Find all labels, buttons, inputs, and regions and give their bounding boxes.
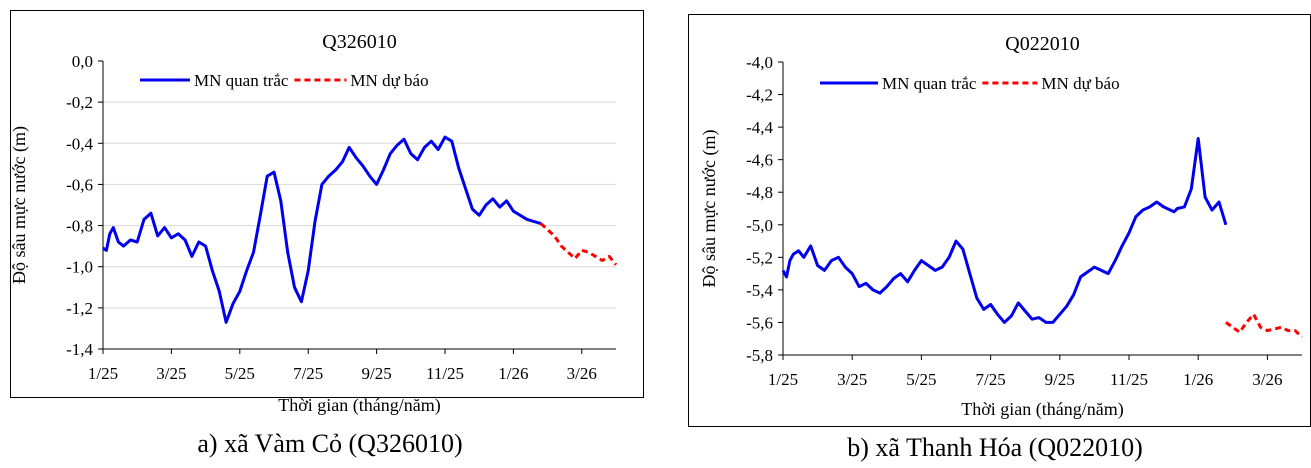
legend-label-observed: MN quan trắc <box>882 74 977 93</box>
y-axis-label: Độ sâu mực nước (m) <box>9 126 30 284</box>
series-line-forecast <box>539 222 618 266</box>
y-tick-label: -0,4 <box>66 134 93 153</box>
x-tick-label: 1/26 <box>498 364 528 383</box>
x-tick-label: 1/25 <box>88 364 118 383</box>
x-axis-label: Thời gian (tháng/năm) <box>278 395 440 416</box>
x-tick-label: 11/25 <box>1110 370 1148 389</box>
series-line-observed <box>781 137 1228 324</box>
x-axis-label: Thời gian (tháng/năm) <box>961 399 1123 420</box>
y-tick-label: -5,6 <box>746 313 773 332</box>
x-tick-label: 5/25 <box>225 364 255 383</box>
caption-chart-a: a) xã Vàm Cỏ (Q326010) <box>197 429 463 458</box>
y-tick-label: 0,0 <box>72 52 93 71</box>
legend-label-forecast: MN dự báo <box>1041 74 1119 93</box>
x-tick-label: 3/25 <box>837 370 867 389</box>
series-line-forecast <box>1225 312 1304 339</box>
legend: MN quan trắc MN dự báo <box>820 74 1120 93</box>
x-tick-label: 3/26 <box>567 364 597 383</box>
y-tick-label: -4,2 <box>746 86 773 105</box>
y-axis-label: Độ sâu mực nước (m) <box>699 130 720 288</box>
y-tick-label: -1,2 <box>66 299 93 318</box>
y-tick-label: -4,4 <box>746 118 773 137</box>
x-tick-label: 9/25 <box>1045 370 1075 389</box>
y-tick-label: -0,6 <box>66 175 93 194</box>
y-tick-label: -5,4 <box>746 281 773 300</box>
legend: MN quan trắc MN dự báo <box>140 71 429 90</box>
y-tick-label: -4,6 <box>746 151 773 170</box>
y-tick-label: -5,8 <box>746 346 773 365</box>
x-tick-label: 3/25 <box>156 364 186 383</box>
x-tick-label: 3/26 <box>1252 370 1282 389</box>
y-tick-label: -0,8 <box>66 217 93 236</box>
y-tick-label: -1,4 <box>66 340 93 359</box>
chart-title: Q022010 <box>1005 33 1079 55</box>
legend-label-forecast: MN dự báo <box>350 71 428 90</box>
x-tick-label: 7/25 <box>975 370 1005 389</box>
x-tick-label: 1/25 <box>768 370 798 389</box>
x-tick-label: 11/25 <box>426 364 464 383</box>
chart-title: Q326010 <box>322 31 396 53</box>
x-tick-label: 5/25 <box>906 370 936 389</box>
y-tick-label: -5,2 <box>746 248 773 267</box>
chart-b: -4,0 -4,2 -4,4 -4,6 -4,8 -5,0 -5,2 -5,4 -5,6 -5,8… <box>688 14 1311 427</box>
x-tick-label: 7/25 <box>293 364 323 383</box>
caption-chart-b: b) xã Thanh Hóa (Q022010) <box>847 433 1143 462</box>
series-line-observed <box>102 135 542 324</box>
y-tick-label: -0,2 <box>66 93 93 112</box>
chart-border <box>688 14 1311 427</box>
y-tick-label: -1,0 <box>66 258 93 277</box>
legend-label-observed: MN quan trắc <box>194 71 289 90</box>
y-tick-label: -5,0 <box>746 216 773 235</box>
x-tick-label: 9/25 <box>361 364 391 383</box>
y-tick-label: -4,8 <box>746 183 773 202</box>
x-tick-label: 1/26 <box>1183 370 1213 389</box>
y-tick-label: -4,0 <box>746 53 773 72</box>
chart-a: 0,0 -0,2 -0,4 -0,6 -0,8 -1,0 -1,2 -1,4 1/25 3/25 5… <box>9 10 644 416</box>
chart-border <box>10 10 644 398</box>
